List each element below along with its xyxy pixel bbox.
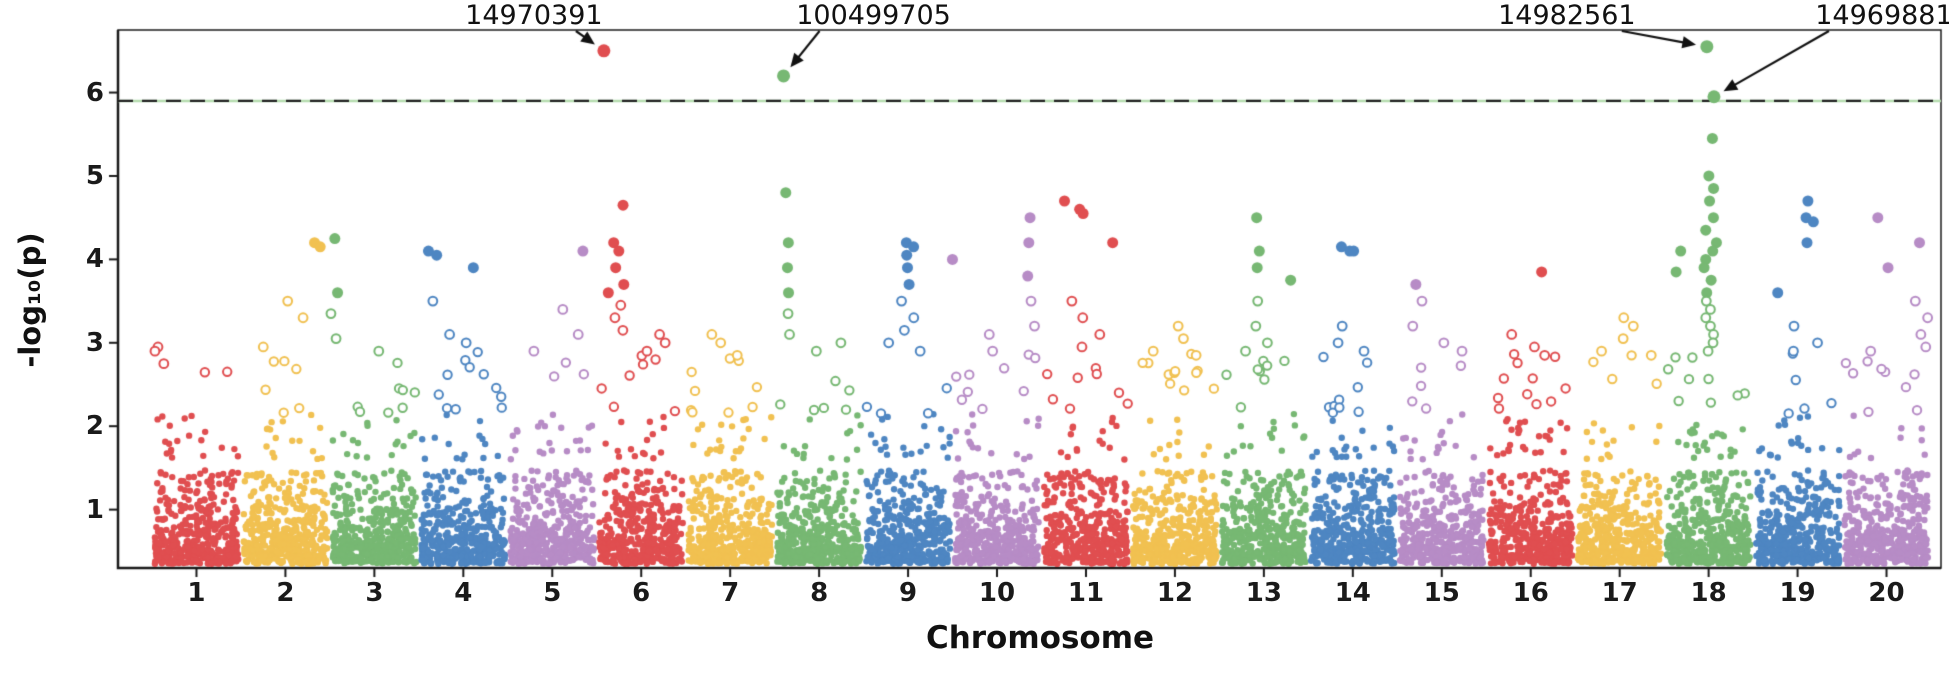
x-tick-label: 15 [1423, 578, 1460, 608]
x-axis-title: Chromosome [925, 620, 1155, 656]
x-tick-label: 12 [1156, 578, 1194, 608]
x-tick-label: 5 [543, 578, 562, 608]
x-tick-label: 3 [365, 578, 384, 608]
y-tick-label: 6 [85, 77, 104, 108]
x-tick-label: 19 [1779, 578, 1816, 608]
x-tick-label: 18 [1690, 578, 1727, 608]
snp-annotation-label: 14970391 [465, 0, 603, 31]
y-tick-label: 3 [85, 327, 104, 358]
y-tick-label: 5 [85, 160, 104, 191]
y-tick-label: 2 [85, 411, 104, 442]
x-tick-label: 8 [810, 578, 829, 608]
x-tick-label: 17 [1601, 578, 1638, 608]
x-tick-label: 4 [454, 578, 473, 608]
x-tick-label: 16 [1512, 578, 1549, 608]
y-tick-label: 4 [85, 244, 104, 275]
x-tick-label: 6 [632, 578, 651, 608]
x-tick-label: 9 [899, 578, 918, 608]
x-tick-label: 1 [187, 578, 206, 608]
x-tick-label: 2 [276, 578, 295, 608]
x-tick-label: 20 [1868, 578, 1905, 608]
x-tick-label: 11 [1067, 578, 1105, 608]
y-tick-label: 1 [85, 494, 104, 525]
y-axis-title: -log₁₀(p) [13, 232, 47, 368]
x-tick-label: 14 [1334, 578, 1371, 608]
x-tick-label: 10 [978, 578, 1016, 608]
snp-annotation-label: 100499705 [796, 0, 951, 31]
x-tick-label: 7 [721, 578, 740, 608]
snp-annotation-label: 14969881 [1815, 0, 1949, 31]
x-tick-label: 13 [1245, 578, 1282, 608]
snp-annotation-label: 14982561 [1498, 0, 1636, 31]
